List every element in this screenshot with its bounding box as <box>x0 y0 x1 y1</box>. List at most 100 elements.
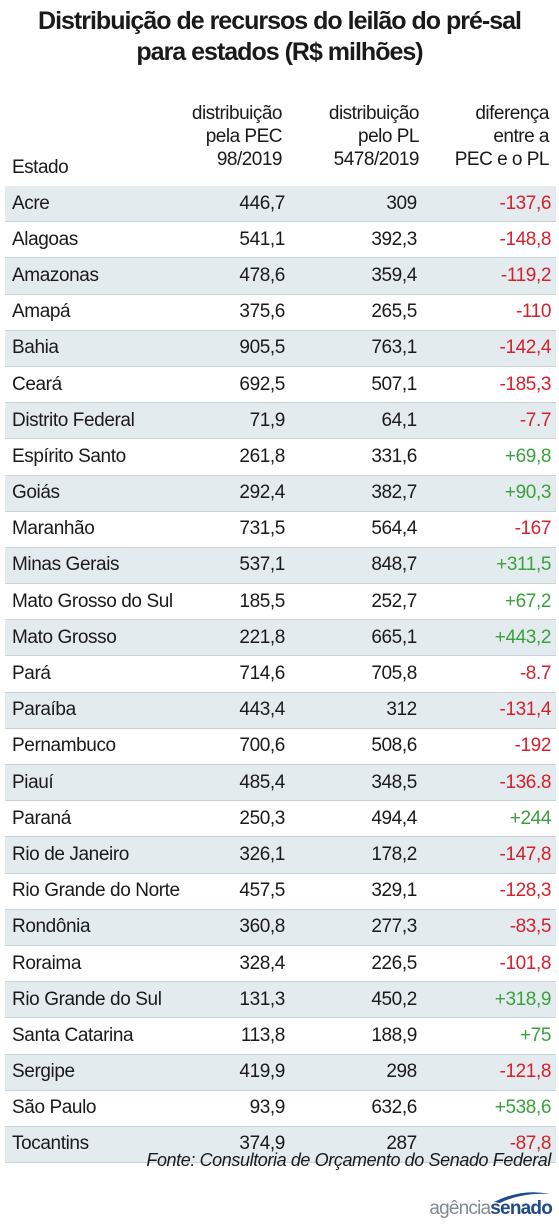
header-dif-line-3: PEC e o PL <box>454 149 550 170</box>
logo-text: agênciasenado <box>429 1198 552 1220</box>
cell-pl: 450,2 <box>284 981 417 1019</box>
cell-estado: Distrito Federal <box>5 402 200 440</box>
table-row: Acre 446,7 309 -137,6 <box>5 186 556 223</box>
cell-diferenca: -147,8 <box>416 836 556 874</box>
table-row: Santa Catarina 113,8 188,9 +75 <box>5 1017 556 1055</box>
cell-pec: 478,6 <box>199 257 285 295</box>
cell-estado: Sergipe <box>5 1054 200 1091</box>
cell-diferenca: -121,8 <box>416 1054 556 1091</box>
cell-pl: 329,1 <box>284 873 417 910</box>
cell-pec: 93,9 <box>199 1090 285 1127</box>
cell-diferenca: +538,6 <box>416 1090 556 1127</box>
header-estado: Estado <box>12 157 69 178</box>
cell-estado: Espírito Santo <box>5 438 200 476</box>
cell-pec: 326,1 <box>199 836 285 874</box>
cell-pec: 446,7 <box>199 186 285 223</box>
table-row: Rio Grande do Norte 457,5 329,1 -128,3 <box>5 873 556 910</box>
cell-diferenca: -137,6 <box>416 186 556 223</box>
table-row: Roraima 328,4 226,5 -101,8 <box>5 945 556 983</box>
table-row: Paraná 250,3 494,4 +244 <box>5 800 556 838</box>
cell-diferenca: -136.8 <box>416 764 556 802</box>
cell-estado: São Paulo <box>5 1090 200 1127</box>
cell-pec: 71,9 <box>199 402 285 440</box>
cell-estado: Pernambuco <box>5 728 200 766</box>
table-row: Piauí 485,4 348,5 -136.8 <box>5 764 556 802</box>
cell-pl: 564,4 <box>284 511 417 548</box>
cell-diferenca: -8.7 <box>416 655 556 693</box>
table-row: Mato Grosso do Sul 185,5 252,7 +67,2 <box>5 583 556 621</box>
cell-pec: 375,6 <box>199 294 285 331</box>
cell-diferenca: +318,9 <box>416 981 556 1019</box>
cell-diferenca: -7.7 <box>416 402 556 440</box>
logo-text-agencia: agência <box>429 1198 491 1219</box>
cell-pec: 374,9 <box>199 1126 285 1164</box>
cell-pec: 485,4 <box>199 764 285 802</box>
header-dif-line-1: diferença <box>475 103 549 124</box>
cell-pec: 360,8 <box>199 909 285 946</box>
header-pec: distribuição pela PEC 98/2019 <box>132 102 283 171</box>
cell-pl: 763,1 <box>284 330 417 367</box>
table-row: Rondônia 360,8 277,3 -83,5 <box>5 909 556 946</box>
cell-estado: Rio de Janeiro <box>5 836 200 874</box>
cell-pec: 700,6 <box>199 728 285 766</box>
source-note: Fonte: Consultoria de Orçamento do Senad… <box>146 1150 551 1170</box>
data-table: Acre 446,7 309 -137,6 Alagoas 541,1 392,3 -148,… <box>5 186 556 1164</box>
header-pec-line-3: 98/2019 <box>216 149 283 170</box>
table-row: Rio Grande do Sul 131,3 450,2 +318,9 <box>5 981 556 1019</box>
cell-estado: Alagoas <box>5 221 200 259</box>
cell-diferenca: -185,3 <box>416 366 556 404</box>
cell-pl: 382,7 <box>284 475 417 512</box>
table-header: Estado distribuição pela PEC 98/2019 dis… <box>0 102 559 186</box>
cell-estado: Rio Grande do Sul <box>5 981 200 1019</box>
cell-diferenca: +244 <box>416 800 556 838</box>
cell-pec: 541,1 <box>199 221 285 259</box>
cell-diferenca: -131,4 <box>416 692 556 729</box>
logo-swoosh-icon <box>494 1192 550 1203</box>
table-row: Bahia 905,5 763,1 -142,4 <box>5 330 556 367</box>
cell-pec: 328,4 <box>199 945 285 983</box>
cell-diferenca: -167 <box>416 511 556 548</box>
cell-pl: 848,7 <box>284 547 417 585</box>
cell-diferenca: -142,4 <box>416 330 556 367</box>
cell-pec: 113,8 <box>199 1017 285 1055</box>
cell-pec: 714,6 <box>199 655 285 693</box>
cell-diferenca: -148,8 <box>416 221 556 259</box>
cell-pl: 508,6 <box>284 728 417 766</box>
cell-pec: 250,3 <box>199 800 285 838</box>
table-row: Pernambuco 700,6 508,6 -192 <box>5 728 556 766</box>
cell-estado: Bahia <box>5 330 200 367</box>
table-row: Goiás 292,4 382,7 +90,3 <box>5 475 556 512</box>
table-row: Sergipe 419,9 298 -121,8 <box>5 1054 556 1091</box>
cell-estado: Paraíba <box>5 692 200 729</box>
header-pl-line-1: distribuição <box>328 103 420 124</box>
cell-estado: Paraná <box>5 800 200 838</box>
cell-diferenca: -101,8 <box>416 945 556 983</box>
cell-diferenca: -128,3 <box>416 873 556 910</box>
table-row: Ceará 692,5 507,1 -185,3 <box>5 366 556 404</box>
cell-pl: 188,9 <box>284 1017 417 1055</box>
cell-pl: 359,4 <box>284 257 417 295</box>
cell-pl: 265,5 <box>284 294 417 331</box>
agencia-senado-logo: agênciasenado <box>412 1190 553 1222</box>
cell-diferenca: +90,3 <box>416 475 556 512</box>
header-pec-line-1: distribuição <box>191 103 283 124</box>
cell-pec: 131,3 <box>199 981 285 1019</box>
cell-diferenca: -87,8 <box>416 1126 556 1164</box>
cell-pec: 261,8 <box>199 438 285 476</box>
header-pl-line-3: 5478/2019 <box>333 149 420 170</box>
cell-pec: 692,5 <box>199 366 285 404</box>
table-row: Mato Grosso 221,8 665,1 +443,2 <box>5 619 556 657</box>
cell-pl: 277,3 <box>284 909 417 946</box>
logo-text-senado: senado <box>490 1198 553 1219</box>
cell-pl: 632,6 <box>284 1090 417 1127</box>
header-pl-line-2: pelo PL <box>358 126 419 147</box>
cell-pl: 705,8 <box>284 655 417 693</box>
cell-estado: Pará <box>5 655 200 693</box>
cell-pl: 494,4 <box>284 800 417 838</box>
header-pl: distribuição pelo PL 5478/2019 <box>269 102 420 171</box>
table-row: Espírito Santo 261,8 331,6 +69,8 <box>5 438 556 476</box>
cell-estado: Rio Grande do Norte <box>5 873 200 910</box>
cell-pl: 226,5 <box>284 945 417 983</box>
cell-pl: 507,1 <box>284 366 417 404</box>
cell-pec: 292,4 <box>199 475 285 512</box>
